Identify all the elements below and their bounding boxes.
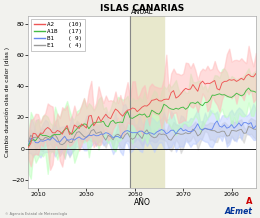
- Text: AEmet: AEmet: [224, 207, 252, 216]
- Legend: A2    (10), A1B   (17), B1    ( 9), E1    ( 4): A2 (10), A1B (17), B1 ( 9), E1 ( 4): [31, 19, 85, 51]
- Y-axis label: Cambio duración olas de calor (días ): Cambio duración olas de calor (días ): [4, 47, 10, 157]
- Bar: [130, 16, 164, 188]
- Text: A: A: [246, 197, 252, 206]
- Text: ANUAL: ANUAL: [131, 9, 153, 15]
- Text: © Agencia Estatal de Meteorología: © Agencia Estatal de Meteorología: [5, 212, 67, 216]
- X-axis label: AÑO: AÑO: [134, 198, 151, 207]
- Title: ISLAS CANARIAS: ISLAS CANARIAS: [100, 4, 184, 13]
